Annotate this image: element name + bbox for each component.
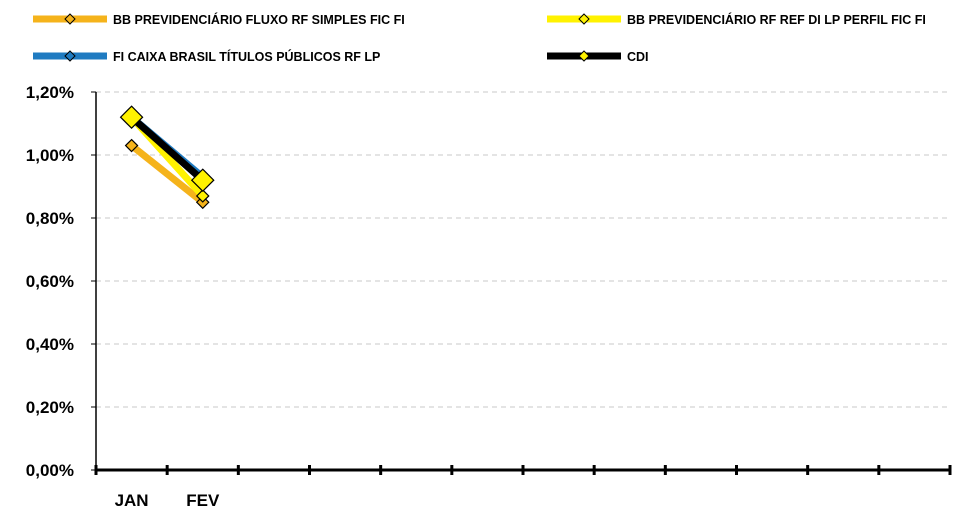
x-tick-label: FEV (186, 491, 220, 510)
legend-swatch-marker (578, 13, 590, 25)
y-tick-label: 0,40% (26, 335, 74, 354)
legend-swatch-marker (64, 13, 76, 25)
axes: 0,00% 0,20% 0,40% 0,60% 0,80% 1,00% 1,20% JAN FE… (26, 83, 952, 510)
data-point (124, 138, 139, 153)
legend-label: CDI (627, 50, 649, 64)
data-point (119, 105, 144, 130)
legend-label: BB PREVIDENCIÁRIO RF REF DI LP PERFIL FI… (627, 12, 926, 27)
y-tick-label: 0,80% (26, 209, 74, 228)
y-tick-label: 0,60% (26, 272, 74, 291)
y-tick-label: 1,20% (26, 83, 74, 102)
x-tick-label: JAN (115, 491, 149, 510)
series-layer (119, 105, 215, 210)
y-tick-label: 1,00% (26, 146, 74, 165)
legend-label: BB PREVIDENCIÁRIO FLUXO RF SIMPLES FIC F… (113, 12, 405, 27)
legend: BB PREVIDENCIÁRIO FLUXO RF SIMPLES FIC F… (33, 12, 926, 64)
data-point (195, 189, 210, 203)
y-tick-label: 0,00% (26, 461, 74, 480)
y-tick-label: 0,20% (26, 398, 74, 417)
legend-swatch-marker (578, 50, 590, 62)
data-point (190, 168, 215, 193)
legend-swatch-marker (64, 50, 76, 62)
series-line (129, 114, 206, 183)
legend-label: FI CAIXA BRASIL TÍTULOS PÚBLICOS RF LP (113, 49, 380, 64)
series-line (129, 142, 205, 205)
gridlines (96, 91, 950, 408)
